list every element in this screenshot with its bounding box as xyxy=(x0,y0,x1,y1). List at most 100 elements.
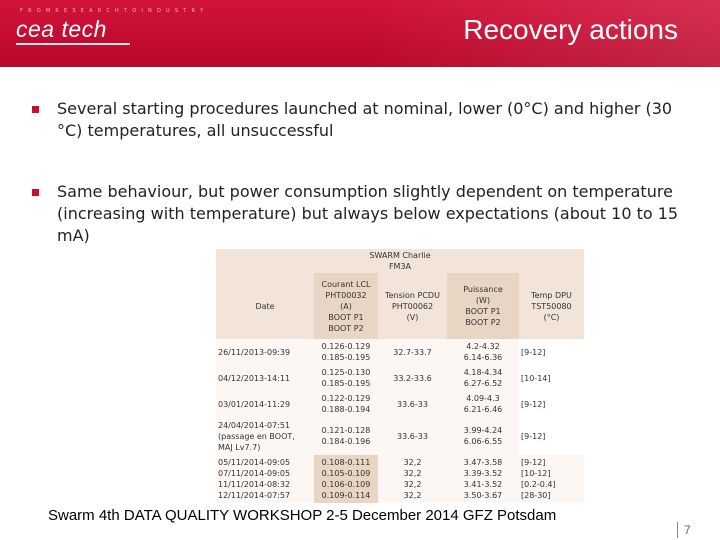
table-row: 05/11/2014-09:05 07/11/2014-09:05 11/11/… xyxy=(216,455,584,503)
header-bar: F R O M R E S E A R C H T O I N D U S T … xyxy=(0,0,720,67)
page-number: 7 xyxy=(684,523,691,537)
cell-puissance: 4.2-4.32 6.14-6.36 xyxy=(447,339,519,365)
cell-line: 32,2 xyxy=(403,491,422,500)
cell-puissance: 3.99-4.24 6.06-6.55 xyxy=(447,417,519,455)
header-line: BOOT P2 xyxy=(465,318,501,327)
cell-date: 03/01/2014-11:29 xyxy=(216,391,314,417)
cell-line: 12/11/2014-07:57 xyxy=(218,491,291,500)
bullet-text: Same behaviour, but power consumption sl… xyxy=(57,182,679,245)
table-header-row: Date Courant LCL PHT00032 (A) BOOT P1 BO… xyxy=(216,273,584,339)
cell-line: 24/04/2014-07:51 xyxy=(218,420,291,430)
cell-date: 05/11/2014-09:05 07/11/2014-09:05 11/11/… xyxy=(216,455,314,503)
cell-tension: 32,2 32,2 32,2 32,2 xyxy=(378,455,447,503)
cell-line: 4.2-4.32 xyxy=(466,342,500,351)
header-line: (°C) xyxy=(543,312,560,322)
table-title: SWARM Charlie FM3A xyxy=(216,249,584,273)
cell-line: 4.18-4.34 xyxy=(463,368,503,377)
header-tension: Tension PCDU PHT00062 (V) xyxy=(378,273,447,339)
table-row: 26/11/2013-09:39 0.126-0.129 0.185-0.195… xyxy=(216,339,584,365)
cell-line: 3.99-4.24 xyxy=(463,426,503,435)
cell-date: 26/11/2013-09:39 xyxy=(216,339,314,365)
cell-line: 32,2 xyxy=(403,458,422,467)
cell-line: 0.185-0.195 xyxy=(321,353,371,362)
header-line: TST50080 xyxy=(531,301,572,311)
cell-line: [28-30] xyxy=(521,491,551,500)
measurement-table: SWARM Charlie FM3A Date Courant LCL PHT0… xyxy=(216,249,584,503)
cell-line: 3.39-3.52 xyxy=(463,469,503,478)
cell-line: 0.105-0.109 xyxy=(321,469,371,478)
header-line: Puissance xyxy=(463,285,503,294)
cell-tension: 32.7-33.7 xyxy=(378,339,447,365)
cell-line: 6.27-6.52 xyxy=(463,379,503,388)
header-gradient xyxy=(0,0,720,67)
header-line: BOOT P1 xyxy=(465,307,501,316)
cell-courant: 0.126-0.129 0.185-0.195 xyxy=(314,339,378,365)
cea-tech-logo: cea tech xyxy=(16,16,107,42)
bullet-square-icon xyxy=(32,189,39,196)
cell-courant: 0.122-0.129 0.188-0.194 xyxy=(314,391,378,417)
cell-line: 3.41-3.52 xyxy=(463,480,503,489)
cell-line: [0.2-0.4] xyxy=(521,480,556,489)
cell-line: 0.188-0.194 xyxy=(321,405,371,414)
cell-line: 6.21-6.46 xyxy=(463,405,503,414)
cell-line: 4.09-4.3 xyxy=(466,394,500,403)
cell-line: 0.106-0.109 xyxy=(321,480,371,489)
cell-line: 0.109-0.114 xyxy=(321,491,371,500)
cell-courant: 0.121-0.128 0.184-0.196 xyxy=(314,417,378,455)
header-line: Temp DPU xyxy=(531,290,572,300)
cell-line: 6.06-6.55 xyxy=(463,437,503,446)
logo-tagline: F R O M R E S E A R C H T O I N D U S T … xyxy=(20,8,205,14)
header-line: Courant LCL xyxy=(321,279,371,289)
cell-line: 0.108-0.111 xyxy=(321,458,371,467)
cell-courant: 0.108-0.111 0.105-0.109 0.106-0.109 0.10… xyxy=(314,455,378,503)
table-title-line: FM3A xyxy=(388,262,412,271)
cell-line: 05/11/2014-09:05 xyxy=(218,458,291,467)
cell-line: 0.185-0.195 xyxy=(321,379,371,388)
header-courant: Courant LCL PHT00032 (A) BOOT P1 BOOT P2 xyxy=(314,273,378,339)
footer-text: Swarm 4th DATA QUALITY WORKSHOP 2-5 Dece… xyxy=(48,507,557,524)
cell-puissance: 3.47-3.58 3.39-3.52 3.41-3.52 3.50-3.67 xyxy=(447,455,519,503)
cell-line: [9-12] xyxy=(521,458,546,467)
header-line: (W) xyxy=(475,296,491,305)
header-line: (V) xyxy=(406,312,419,322)
table-row: 03/01/2014-11:29 0.122-0.129 0.188-0.194… xyxy=(216,391,584,417)
cell-line: 32,2 xyxy=(403,480,422,489)
header-date: Date xyxy=(216,273,314,339)
cell-puissance: 4.18-4.34 6.27-6.52 xyxy=(447,365,519,391)
logo-underline xyxy=(16,43,130,45)
cell-line: 3.47-3.58 xyxy=(463,458,503,467)
header-temp: Temp DPU TST50080 (°C) xyxy=(519,273,584,339)
cell-temp: [9-12] xyxy=(519,391,584,417)
header-line: (A) xyxy=(340,301,352,311)
cell-tension: 33.6-33 xyxy=(378,417,447,455)
cell-temp: [9-12] xyxy=(519,417,584,455)
header-line: BOOT P1 xyxy=(328,312,364,322)
page-divider xyxy=(677,522,678,538)
table-title-row: SWARM Charlie FM3A xyxy=(216,249,584,273)
cell-line: 0.122-0.129 xyxy=(321,394,371,403)
bullet-square-icon xyxy=(32,106,39,113)
cell-date: 04/12/2013-14:11 xyxy=(216,365,314,391)
table-row: 04/12/2013-14:11 0.125-0.130 0.185-0.195… xyxy=(216,365,584,391)
header-line: PHT00032 xyxy=(325,290,367,300)
cell-line: 6.14-6.36 xyxy=(463,353,503,362)
cell-temp: [9-12] [10-12] [0.2-0.4] [28-30] xyxy=(519,455,584,503)
cell-tension: 33.6-33 xyxy=(378,391,447,417)
cell-tension: 33.2-33.6 xyxy=(378,365,447,391)
cell-line: 0.126-0.129 xyxy=(321,342,371,351)
cell-date: 24/04/2014-07:51 (passage en BOOT, MAJ L… xyxy=(216,417,314,455)
header-line: Tension PCDU xyxy=(385,290,440,300)
cell-line: 0.121-0.128 xyxy=(321,426,371,435)
cell-line: 3.50-3.67 xyxy=(463,491,503,500)
cell-temp: [9-12] xyxy=(519,339,584,365)
bullet-text: Several starting procedures launched at … xyxy=(57,99,673,140)
cell-courant: 0.125-0.130 0.185-0.195 xyxy=(314,365,378,391)
cell-temp: [10-14] xyxy=(519,365,584,391)
cell-line: 0.184-0.196 xyxy=(321,437,371,446)
header-puissance: Puissance (W) BOOT P1 BOOT P2 xyxy=(447,273,519,339)
cell-line: 11/11/2014-08:32 xyxy=(218,480,291,489)
cell-line: 07/11/2014-09:05 xyxy=(218,469,291,478)
cell-line: MAJ Lv7.7) xyxy=(218,442,261,452)
table-row: 24/04/2014-07:51 (passage en BOOT, MAJ L… xyxy=(216,417,584,455)
cell-puissance: 4.09-4.3 6.21-6.46 xyxy=(447,391,519,417)
